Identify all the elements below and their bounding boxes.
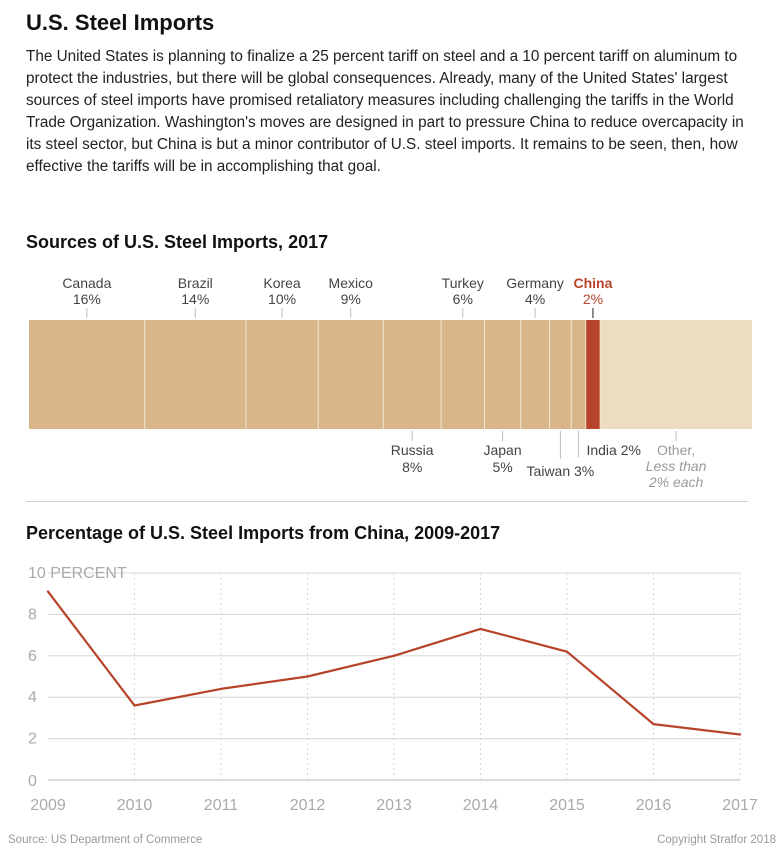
bar-segment-brazil (144, 320, 246, 429)
copyright-note: Copyright Stratfor 2018 (657, 834, 776, 846)
x-tick-label: 2014 (463, 797, 499, 814)
data-point-2011 (219, 687, 223, 691)
segment-note: 2% each (648, 474, 704, 490)
data-point-2013 (392, 654, 396, 657)
intro-paragraph: The United States is planning to finaliz… (26, 48, 744, 175)
x-tick-label: 2012 (290, 797, 326, 814)
x-tick-label: 2015 (549, 797, 585, 814)
segment-value: 14% (181, 291, 209, 307)
segment-name: Germany (506, 275, 564, 291)
segment-value: 9% (341, 291, 361, 307)
data-point-2012 (306, 675, 309, 678)
page-title: U.S. Steel Imports (26, 10, 215, 35)
segment-label-taiwan: Taiwan 3% (527, 431, 595, 479)
segment-name: Korea (263, 275, 301, 291)
china-chart-title: Percentage of U.S. Steel Imports from Ch… (26, 523, 501, 543)
segment-name: Russia (391, 442, 434, 458)
bar-segment-canada (29, 320, 145, 429)
segment-value: 4% (525, 291, 545, 307)
segment-value: 2% (583, 291, 603, 307)
segment-name: China (573, 275, 612, 291)
china-line-chart: 0 2 4 6 8 10 PERCENT 2009 2010 2011 2012 2013 2014 2… (28, 565, 758, 814)
y-tick-label: 2 (28, 731, 37, 748)
bar-segment-mexico (318, 320, 384, 429)
bar-segment-germany (520, 320, 550, 429)
data-point-2015 (565, 650, 569, 653)
segment-name: Canada (62, 275, 111, 291)
segment-value: 8% (402, 459, 422, 475)
segment-value: 6% (453, 291, 473, 307)
segment-note: Less than (646, 458, 707, 474)
segment-label-india: India 2% (577, 431, 641, 458)
x-tick-label: 2010 (117, 797, 153, 814)
y-tick-label: 4 (28, 689, 37, 706)
bar-segment-japan (484, 320, 521, 429)
segment-name-value: Taiwan 3% (527, 463, 595, 479)
bar-segment-india (571, 320, 586, 429)
data-point-2009 (46, 590, 50, 593)
data-point-2010 (133, 704, 136, 707)
segment-name: Other, (657, 442, 695, 458)
y-tick-label: 8 (28, 606, 37, 623)
source-note: Source: US Department of Commerce (8, 834, 203, 846)
bar-segment-taiwan (549, 320, 572, 429)
x-tick-label: 2009 (30, 797, 66, 814)
segment-name: Japan (483, 442, 521, 458)
bar-segment-turkey (441, 320, 485, 429)
x-tick-label: 2011 (204, 797, 239, 814)
segment-name-value: India 2% (586, 442, 640, 458)
bar-segment-china (585, 320, 601, 429)
segment-value: 5% (492, 459, 512, 475)
bar-segment-other (600, 320, 752, 429)
data-point-2014 (479, 627, 482, 631)
data-point-2016 (652, 722, 655, 726)
bar-segment-korea (245, 320, 319, 429)
data-point-2017 (738, 733, 742, 736)
segment-value: 10% (268, 291, 296, 307)
x-tick-label: 2017 (722, 797, 758, 814)
x-tick-label: 2016 (636, 797, 672, 814)
bar-segment-russia (383, 320, 442, 429)
segment-name: Mexico (329, 275, 374, 291)
y-tick-label: 6 (28, 648, 37, 665)
y-tick-label: 0 (28, 773, 37, 790)
segment-name: Turkey (442, 275, 484, 291)
segment-name: Brazil (178, 275, 213, 291)
y-tick-label: 10 PERCENT (28, 565, 127, 582)
sources-chart-title: Sources of U.S. Steel Imports, 2017 (26, 232, 329, 252)
segment-value: 16% (73, 291, 101, 307)
section-divider (26, 501, 748, 502)
x-tick-label: 2013 (376, 797, 412, 814)
